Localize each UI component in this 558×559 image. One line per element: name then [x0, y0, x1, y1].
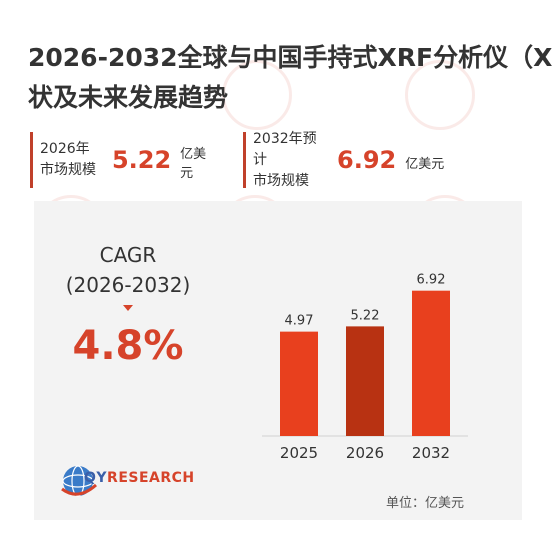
stat-unit: 亿美元 — [405, 156, 445, 172]
stat-2032-market-size: 2032年预计 市场规模 6.92 亿美元 — [243, 131, 476, 189]
page-title: 2026-2032全球与中国手持式XRF分析仪（X 状及未来发展趋势 — [28, 38, 558, 118]
x-tick-label: 2025 — [280, 444, 318, 462]
bar-value-label: 4.97 — [285, 314, 314, 329]
cagr-label: CAGR (2026-2032) — [34, 240, 222, 300]
stat-label-line-2: 市场规模 — [40, 162, 96, 178]
watermark-ring — [222, 60, 292, 130]
bar-2032 — [412, 290, 450, 436]
qyresearch-logo-icon — [61, 465, 97, 497]
stat-value: 5.22 — [111, 146, 172, 174]
bar-value-label: 5.22 — [351, 308, 380, 323]
stat-2026-market-size: 2026年 市场规模 5.22 亿美元 — [30, 132, 213, 188]
bar-2025 — [280, 331, 318, 436]
unit-note: 单位：亿美元 — [386, 496, 465, 511]
logo-text-part-2: RESEARCH — [107, 470, 195, 486]
bar-2026 — [346, 326, 384, 436]
stat-label: 2026年 市场规模 — [33, 139, 104, 181]
x-tick-label: 2032 — [412, 444, 450, 462]
title-line-2: 状及未来发展趋势 — [28, 83, 229, 112]
x-tick-label: 2026 — [346, 444, 384, 462]
stat-label: 2032年预计 市场规模 — [246, 129, 329, 192]
cagr-value: 4.8% — [72, 323, 184, 369]
bar-value-label: 6.92 — [417, 273, 446, 288]
logo-text-part-1: QY — [84, 470, 108, 486]
stat-label-line-1: 2026年 — [40, 141, 90, 157]
stat-value: 6.92 — [337, 146, 397, 174]
watermark-ring — [405, 60, 475, 130]
cagr-label-line-2: (2026-2032) — [65, 273, 191, 297]
stat-label-line-1: 2032年预计 — [253, 130, 317, 168]
title-line-1: 2026-2032全球与中国手持式XRF分析仪（X — [28, 43, 553, 72]
stat-unit: 亿美元 — [180, 147, 207, 181]
cagr-label-line-1: CAGR — [99, 243, 157, 267]
stat-label-line-2: 市场规模 — [253, 172, 309, 189]
cagr-arrow-icon — [123, 305, 133, 311]
logo-text: QYRESEARCH — [84, 470, 195, 486]
